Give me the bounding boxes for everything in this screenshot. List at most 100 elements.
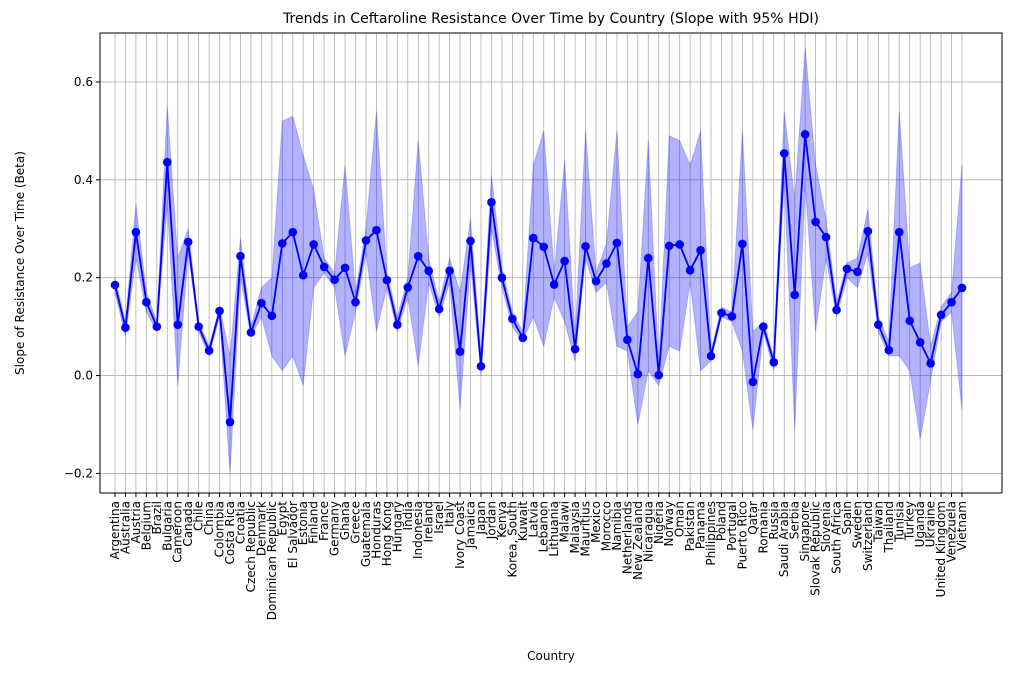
x-tick-label: New Zealand bbox=[631, 501, 645, 580]
x-tick-label: Egypt bbox=[275, 501, 289, 536]
x-tick-label: Costa Rica bbox=[223, 501, 237, 564]
data-point bbox=[288, 227, 298, 237]
data-point bbox=[957, 283, 967, 293]
y-tick-label: 0.2 bbox=[74, 271, 93, 285]
data-point bbox=[487, 198, 496, 207]
data-point bbox=[466, 236, 475, 246]
data-point bbox=[403, 283, 413, 292]
x-tick-label: France bbox=[317, 501, 331, 541]
data-point bbox=[685, 266, 695, 275]
x-tick-label: Poland bbox=[714, 501, 728, 541]
data-point bbox=[591, 276, 601, 286]
data-point bbox=[194, 322, 203, 331]
data-point bbox=[497, 273, 507, 282]
data-point bbox=[696, 245, 705, 255]
x-tick-label: Romania bbox=[756, 501, 770, 553]
x-tick-label: Czech Republic bbox=[244, 501, 258, 592]
data-point bbox=[717, 308, 726, 318]
hdi-band bbox=[114, 47, 963, 474]
plot-frame bbox=[99, 32, 1003, 494]
x-tick-label: Turkey bbox=[903, 501, 917, 541]
hdi-band-layer bbox=[114, 47, 963, 474]
data-point bbox=[748, 377, 758, 387]
data-point bbox=[142, 297, 151, 307]
data-point bbox=[602, 259, 611, 268]
data-point bbox=[821, 232, 831, 242]
data-point bbox=[528, 233, 538, 243]
data-point bbox=[926, 359, 935, 368]
x-tick-label: Israel bbox=[432, 501, 446, 534]
data-point bbox=[476, 361, 486, 371]
data-point bbox=[863, 226, 873, 236]
x-tick-label: Bulgaria bbox=[160, 501, 174, 551]
data-point bbox=[623, 335, 632, 345]
x-tick-label: Argentina bbox=[108, 501, 122, 560]
data-point bbox=[811, 217, 820, 227]
x-tick-label: Indonesia bbox=[411, 501, 425, 559]
x-tick-label: Croatia bbox=[233, 501, 247, 544]
x-tick-label: Vietnam bbox=[955, 501, 969, 551]
data-point bbox=[330, 275, 339, 284]
data-point bbox=[372, 225, 381, 235]
data-point bbox=[706, 351, 716, 361]
x-tick-label: Colombia bbox=[213, 501, 227, 557]
data-point bbox=[936, 310, 946, 320]
x-tick-label: Estonia bbox=[296, 501, 310, 545]
data-point bbox=[204, 346, 214, 355]
x-tick-label: Russia bbox=[767, 501, 781, 540]
data-point bbox=[413, 251, 423, 261]
x-tick-label: Spain bbox=[840, 501, 854, 535]
data-point bbox=[874, 320, 883, 329]
data-point bbox=[434, 304, 444, 314]
x-tick-label: Korea, South bbox=[505, 501, 519, 578]
data-point bbox=[570, 344, 580, 354]
data-point bbox=[884, 345, 894, 355]
x-tick-label: Netherlands bbox=[620, 501, 634, 574]
data-point bbox=[675, 240, 684, 249]
chart-title: Trends in Ceftaroline Resistance Over Ti… bbox=[282, 11, 819, 27]
x-tick-label: Jordan bbox=[484, 501, 498, 540]
x-tick-label: India bbox=[401, 501, 415, 530]
y-tick-label: 0.0 bbox=[74, 369, 93, 383]
data-point bbox=[382, 275, 392, 285]
x-tick-label: Slovak Republic bbox=[809, 501, 823, 596]
data-point bbox=[445, 266, 454, 276]
data-point bbox=[560, 256, 569, 266]
x-tick-label: Pakistan bbox=[683, 501, 697, 551]
data-point bbox=[278, 239, 287, 248]
data-point bbox=[947, 297, 956, 307]
data-point bbox=[267, 311, 277, 321]
data-point bbox=[790, 290, 799, 300]
data-point bbox=[759, 322, 768, 331]
x-tick-label: Ireland bbox=[422, 501, 436, 543]
data-point bbox=[643, 253, 653, 263]
x-tick-label: Germany bbox=[328, 501, 342, 556]
x-tick-label: Kuwait bbox=[516, 501, 530, 541]
data-point bbox=[518, 333, 528, 343]
data-point bbox=[842, 264, 852, 274]
x-tick-label: Venezuela bbox=[945, 501, 959, 563]
series-line bbox=[114, 134, 963, 423]
x-tick-label: Taiwan bbox=[871, 501, 885, 543]
data-point bbox=[351, 297, 360, 307]
y-tick-label: −0.2 bbox=[64, 466, 93, 480]
data-point bbox=[340, 263, 350, 273]
x-tick-label: Malawi bbox=[558, 501, 572, 543]
data-point bbox=[508, 314, 517, 324]
y-tick-label: 0.6 bbox=[74, 75, 93, 89]
data-point bbox=[424, 266, 434, 276]
data-point bbox=[915, 337, 925, 347]
x-tick-label: Greece bbox=[349, 501, 363, 544]
data-point bbox=[664, 241, 674, 251]
x-tick-label: Hungary bbox=[390, 501, 404, 552]
data-point bbox=[581, 242, 590, 251]
x-tick-label: Honduras bbox=[369, 501, 383, 559]
data-point bbox=[455, 347, 465, 356]
x-tick-label: Canada bbox=[181, 501, 195, 547]
x-tick-label: Norway bbox=[662, 501, 676, 547]
data-point bbox=[215, 306, 224, 316]
x-tick-label: Serbia bbox=[788, 501, 802, 539]
x-tick-label: Singapore bbox=[798, 501, 812, 562]
data-point bbox=[162, 157, 172, 167]
